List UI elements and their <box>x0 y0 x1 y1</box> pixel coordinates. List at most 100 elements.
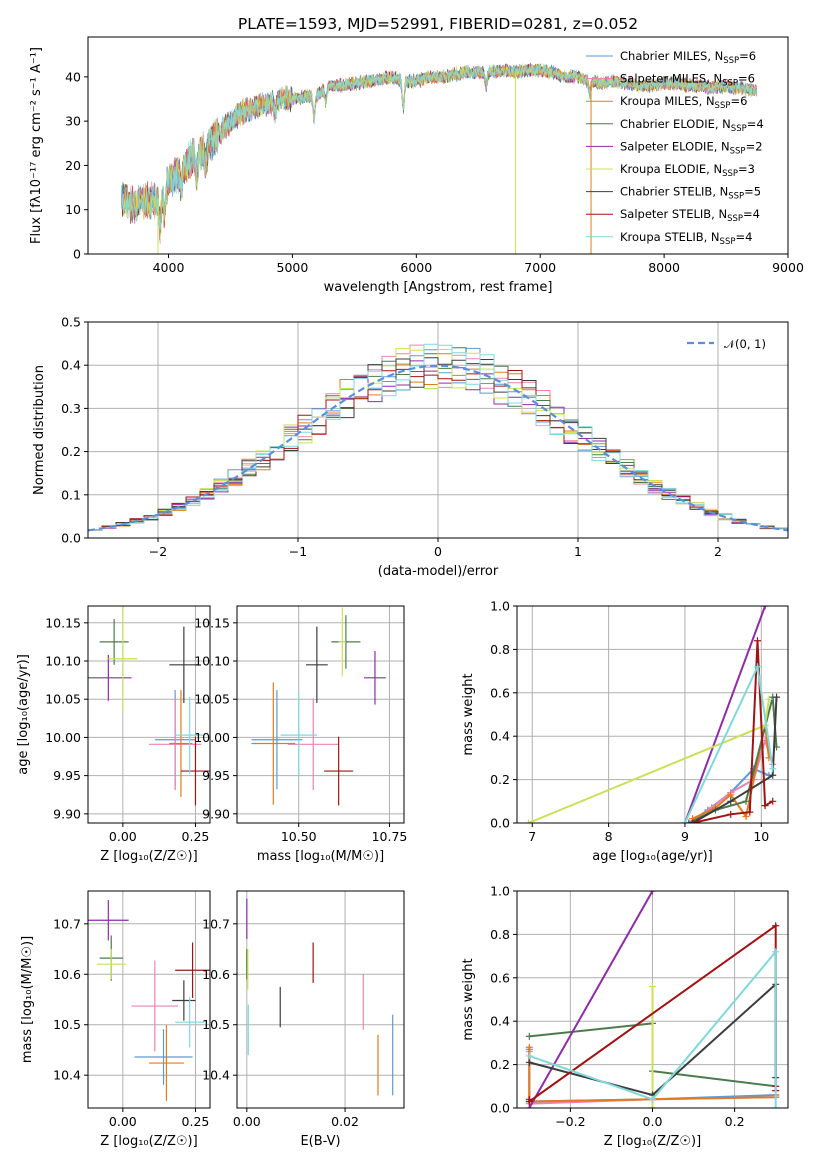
axes-frame <box>87 321 789 539</box>
weight-marker <box>649 891 656 895</box>
y-axis-label: Flux [fλ10⁻¹⁷ erg cm⁻² s⁻¹ A⁻¹] <box>29 47 44 244</box>
legend-name: Kroupa ELODIE, N <box>620 162 722 176</box>
y-tick-label: 0.1 <box>61 487 81 502</box>
weight-marker <box>769 765 777 773</box>
x-tick-label: 5000 <box>277 260 309 275</box>
plot-area <box>121 62 758 254</box>
x-axis-label: wavelength [Angstrom, rest frame] <box>324 280 553 295</box>
axes-frame <box>236 605 405 824</box>
legend-subscript: SSP <box>727 214 743 224</box>
legend-name: Kroupa MILES, N <box>620 94 715 108</box>
legend-nssp: =4 <box>743 207 760 221</box>
weight-marker <box>649 1095 656 1103</box>
axes-frame <box>87 605 211 824</box>
y-tick-label: 10.15 <box>45 615 81 630</box>
weight-marker <box>753 663 761 671</box>
y-axis-label: mass weight <box>461 673 476 755</box>
x-axis-label: age [log₁₀(age/yr)] <box>592 849 713 864</box>
axes-frame <box>236 890 405 1109</box>
legend-subscript: SSP <box>715 101 731 111</box>
weight-marker <box>681 819 689 823</box>
weight-marker <box>525 1104 533 1108</box>
legend-nssp: =5 <box>744 185 761 199</box>
weight-marker <box>727 791 735 799</box>
axes-frame <box>87 890 211 1109</box>
y-tick-label: 10.7 <box>202 916 230 931</box>
weight-marker <box>742 797 750 805</box>
y-tick-label: 0.4 <box>490 1014 510 1029</box>
x-tick-label: 0.00 <box>109 829 137 844</box>
legend-subscript: SSP <box>722 79 738 89</box>
weight-marker <box>753 637 761 645</box>
chart-title: PLATE=1593, MJD=52991, FIBERID=0281, z=0… <box>238 15 638 33</box>
x-tick-label: −2 <box>149 544 167 559</box>
y-tick-label: 0.2 <box>490 772 510 787</box>
weight-line <box>683 606 767 823</box>
y-tick-label: 9.90 <box>53 806 81 821</box>
weight-marker <box>765 695 773 703</box>
x-tick-label: 7000 <box>524 260 556 275</box>
y-axis-label: Normed distribution <box>32 365 47 495</box>
y-tick-label: 10.6 <box>202 967 230 982</box>
weight-marker <box>769 797 777 805</box>
y-tick-label: 1.0 <box>490 884 510 899</box>
x-tick-label: 0.00 <box>109 1114 137 1129</box>
legend-nssp: =2 <box>746 139 763 153</box>
legend-nssp: =3 <box>738 162 755 176</box>
weight-marker <box>649 1104 656 1108</box>
y-tick-label: 10.7 <box>53 916 81 931</box>
weight-marker <box>689 819 697 823</box>
x-tick-label: −0.2 <box>555 1114 585 1129</box>
legend-entry: Kroupa MILES, NSSP=6 <box>620 94 747 111</box>
legend-subscript: SSP <box>720 237 736 247</box>
y-tick-label: 0.4 <box>490 729 510 744</box>
weight-marker <box>773 693 781 701</box>
plot-area <box>251 607 386 806</box>
y-tick-label: 30 <box>65 114 81 129</box>
axes-frame <box>87 36 789 255</box>
legend-subscript: SSP <box>723 56 739 66</box>
x-tick-label: 9000 <box>772 260 804 275</box>
y-tick-label: 0.8 <box>490 642 510 657</box>
x-tick-label: 10 <box>753 829 769 844</box>
x-tick-label: 0.2 <box>725 1114 745 1129</box>
x-axis-label: Z [log₁₀(Z/Z☉)] <box>100 849 197 864</box>
plot-area <box>246 898 394 1096</box>
weight-marker <box>525 1043 533 1051</box>
weight-marker <box>525 1058 533 1066</box>
weight-marker <box>649 982 656 990</box>
legend-entry: Salpeter ELODIE, NSSP=2 <box>620 139 763 156</box>
x-tick-label: 1 <box>574 544 582 559</box>
y-tick-label: 9.95 <box>53 768 81 783</box>
spectrum-panel: 4000 5000 6000 7000 8000 9000 0 10 20 30 40 wavelen… <box>29 15 804 295</box>
weight-marker <box>742 812 750 820</box>
weight-marker <box>685 819 693 823</box>
x-tick-label: 10.75 <box>372 829 408 844</box>
x-tick-label: 8000 <box>648 260 680 275</box>
y-tick-label: 0.5 <box>61 315 81 330</box>
legend-name: Salpeter MILES, N <box>620 72 722 86</box>
y-tick-label: 0.0 <box>490 816 510 831</box>
x-axis-label: E(B-V) <box>300 1134 340 1149</box>
x-tick-label: 9 <box>681 829 689 844</box>
y-tick-label: 0.6 <box>490 685 510 700</box>
legend-subscript: SSP <box>731 124 747 134</box>
y-tick-label: 0 <box>73 247 81 262</box>
plot-area <box>88 900 210 1101</box>
weight-marker <box>727 810 735 818</box>
x-tick-label: 0.02 <box>331 1114 359 1129</box>
legend-entry: Salpeter STELIB, NSSP=4 <box>620 207 760 224</box>
y-tick-label: 20 <box>65 158 81 173</box>
y-tick-label: 10.00 <box>45 730 81 745</box>
y-axis-label: age [log₁₀(age/yr)] <box>16 654 31 775</box>
x-tick-label: 6000 <box>400 260 432 275</box>
x-tick-label: −1 <box>289 544 307 559</box>
weight-marker <box>772 1104 780 1108</box>
y-tick-label: 10.05 <box>45 692 81 707</box>
legend-nssp: =4 <box>747 117 764 131</box>
plot-area <box>524 606 781 823</box>
legend-nssp: =6 <box>730 94 747 108</box>
residual-histogram <box>88 343 788 538</box>
y-tick-label: 0.0 <box>490 1101 510 1116</box>
